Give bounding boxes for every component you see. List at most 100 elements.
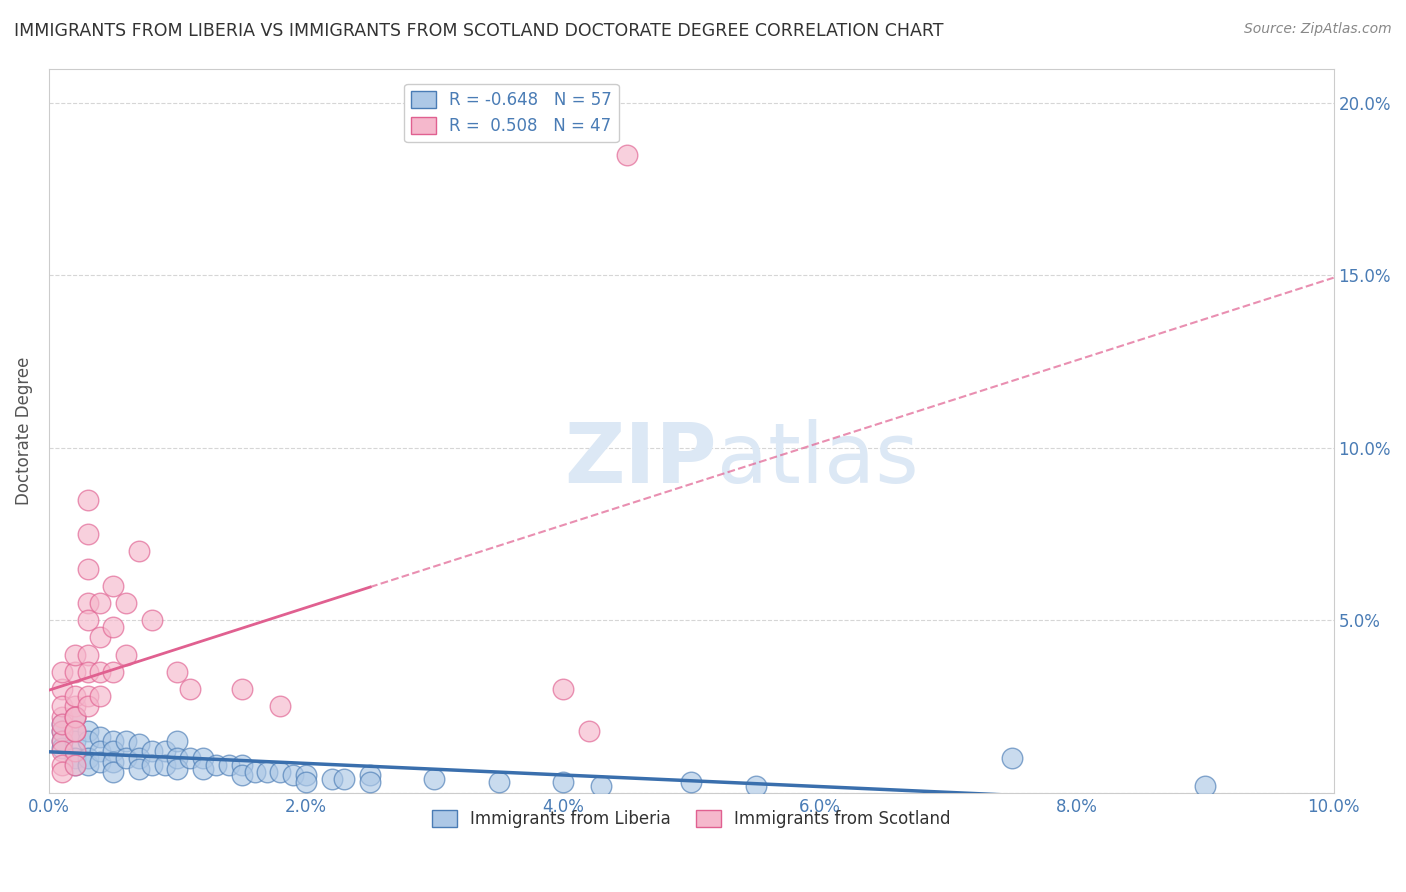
Point bbox=[89, 631, 111, 645]
Point bbox=[191, 762, 214, 776]
Point bbox=[281, 768, 304, 782]
Point bbox=[63, 723, 86, 738]
Point bbox=[103, 579, 125, 593]
Point bbox=[89, 731, 111, 745]
Point bbox=[269, 764, 291, 779]
Point bbox=[1001, 751, 1024, 765]
Text: atlas: atlas bbox=[717, 419, 918, 500]
Point bbox=[89, 755, 111, 769]
Point bbox=[231, 682, 253, 697]
Point bbox=[128, 762, 150, 776]
Point bbox=[551, 775, 574, 789]
Point bbox=[744, 779, 766, 793]
Point bbox=[51, 758, 73, 772]
Point bbox=[103, 764, 125, 779]
Point bbox=[51, 723, 73, 738]
Point bbox=[63, 710, 86, 724]
Point bbox=[153, 744, 176, 758]
Point bbox=[63, 665, 86, 679]
Point bbox=[76, 648, 98, 662]
Point bbox=[218, 758, 240, 772]
Point bbox=[141, 758, 163, 772]
Point bbox=[128, 738, 150, 752]
Point bbox=[115, 596, 138, 610]
Point bbox=[89, 596, 111, 610]
Point bbox=[63, 648, 86, 662]
Point bbox=[76, 689, 98, 703]
Point bbox=[51, 710, 73, 724]
Text: Source: ZipAtlas.com: Source: ZipAtlas.com bbox=[1244, 22, 1392, 37]
Point bbox=[76, 596, 98, 610]
Point bbox=[179, 682, 201, 697]
Point bbox=[63, 710, 86, 724]
Point bbox=[76, 723, 98, 738]
Point bbox=[681, 775, 703, 789]
Point bbox=[103, 744, 125, 758]
Point bbox=[63, 723, 86, 738]
Point bbox=[166, 751, 188, 765]
Y-axis label: Doctorate Degree: Doctorate Degree bbox=[15, 357, 32, 505]
Point bbox=[76, 751, 98, 765]
Point bbox=[63, 734, 86, 748]
Text: IMMIGRANTS FROM LIBERIA VS IMMIGRANTS FROM SCOTLAND DOCTORATE DEGREE CORRELATION: IMMIGRANTS FROM LIBERIA VS IMMIGRANTS FR… bbox=[14, 22, 943, 40]
Point bbox=[51, 665, 73, 679]
Point bbox=[76, 734, 98, 748]
Point bbox=[359, 768, 381, 782]
Point bbox=[63, 689, 86, 703]
Point bbox=[63, 751, 86, 765]
Point bbox=[191, 751, 214, 765]
Point bbox=[103, 755, 125, 769]
Point bbox=[51, 723, 73, 738]
Point bbox=[51, 744, 73, 758]
Point bbox=[51, 699, 73, 714]
Point bbox=[269, 699, 291, 714]
Legend: Immigrants from Liberia, Immigrants from Scotland: Immigrants from Liberia, Immigrants from… bbox=[425, 804, 957, 835]
Point bbox=[115, 734, 138, 748]
Point bbox=[76, 758, 98, 772]
Point bbox=[63, 710, 86, 724]
Point bbox=[51, 734, 73, 748]
Point bbox=[205, 758, 228, 772]
Point bbox=[63, 744, 86, 758]
Point bbox=[578, 723, 600, 738]
Point bbox=[166, 734, 188, 748]
Point bbox=[295, 768, 318, 782]
Point bbox=[166, 762, 188, 776]
Point bbox=[115, 751, 138, 765]
Point bbox=[551, 682, 574, 697]
Point bbox=[89, 744, 111, 758]
Point bbox=[103, 734, 125, 748]
Point bbox=[51, 716, 73, 731]
Point bbox=[423, 772, 446, 786]
Point bbox=[76, 561, 98, 575]
Point bbox=[333, 772, 356, 786]
Point bbox=[231, 758, 253, 772]
Point bbox=[51, 764, 73, 779]
Point bbox=[141, 613, 163, 627]
Point bbox=[76, 492, 98, 507]
Point bbox=[51, 740, 73, 755]
Point bbox=[63, 758, 86, 772]
Point bbox=[1194, 779, 1216, 793]
Point bbox=[89, 689, 111, 703]
Point bbox=[359, 775, 381, 789]
Point bbox=[616, 147, 638, 161]
Point bbox=[166, 665, 188, 679]
Point bbox=[231, 768, 253, 782]
Point bbox=[321, 772, 343, 786]
Point bbox=[63, 699, 86, 714]
Point bbox=[153, 758, 176, 772]
Point bbox=[488, 775, 510, 789]
Text: ZIP: ZIP bbox=[564, 419, 717, 500]
Point bbox=[89, 665, 111, 679]
Point bbox=[76, 613, 98, 627]
Point bbox=[63, 758, 86, 772]
Point bbox=[51, 716, 73, 731]
Point bbox=[179, 751, 201, 765]
Point bbox=[51, 734, 73, 748]
Point bbox=[76, 527, 98, 541]
Point bbox=[141, 744, 163, 758]
Point bbox=[243, 764, 266, 779]
Point bbox=[128, 544, 150, 558]
Point bbox=[128, 751, 150, 765]
